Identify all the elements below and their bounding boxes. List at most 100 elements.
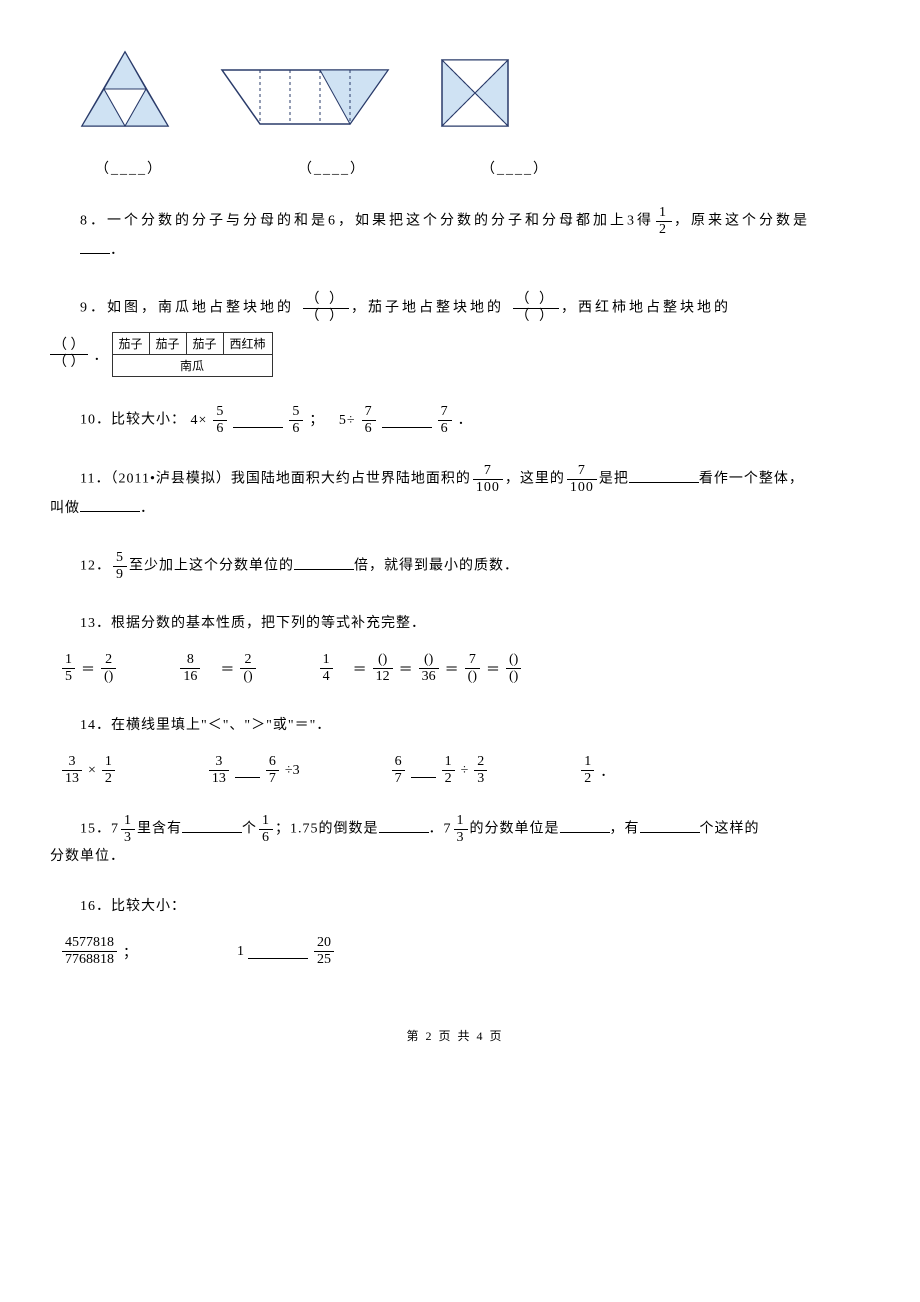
page-container: （____） （____） （____） 8．一个分数的分子与分母的和是6，如果…	[0, 0, 920, 1084]
q13-eq3-b: ()12	[373, 653, 393, 684]
q14-c1-b: 12	[102, 755, 115, 786]
q15-num: 15	[80, 822, 96, 837]
q12-blank[interactable]	[294, 555, 354, 570]
q14-c3-b: 12	[442, 755, 455, 786]
q16-sep1: ；	[123, 942, 137, 962]
q14-c1: 313×12	[60, 755, 117, 786]
trapezoid-svg	[220, 68, 390, 128]
square-svg	[440, 58, 510, 128]
q9-frac-3: （ ）（ ）	[50, 339, 88, 370]
q14-c2-a: 313	[209, 755, 229, 786]
q13-eq3-e: ()()	[506, 653, 521, 684]
q13-eq1-a: 15	[62, 653, 75, 684]
q10-expr1: 4×56 56；	[191, 405, 325, 436]
q14-row: 313×12 313 67÷3 67 12÷23 12．	[60, 755, 860, 786]
q10-f2: 56	[289, 405, 303, 436]
q16-e1: 45778187768818 ；	[60, 936, 137, 967]
q14-c2-op: ÷3	[285, 763, 300, 779]
q15-text-a: ．7	[96, 822, 119, 837]
q15-blank1[interactable]	[182, 818, 242, 833]
q14-c4: 12．	[579, 755, 614, 786]
q15-blank2[interactable]	[379, 818, 429, 833]
q14-c2: 313 67÷3	[207, 755, 300, 786]
eq-sign: ＝	[206, 659, 234, 679]
q13-eq1: 15 ＝ 2()	[60, 653, 118, 684]
q10-blank2[interactable]	[382, 413, 432, 428]
q11-num: 11	[80, 472, 95, 487]
q8-blank[interactable]	[80, 239, 110, 254]
q11-l2a: 叫做	[50, 501, 80, 516]
figure-square	[440, 58, 510, 128]
q9-table-row2: 南瓜	[113, 354, 272, 376]
q13-eq3: 14 ＝ ()12 ＝ ()36 ＝ 7() ＝ ()()	[318, 653, 524, 684]
eq-sign: ＝	[445, 659, 459, 679]
q13-eq1-b: 2()	[101, 653, 116, 684]
q13-eq-row: 15 ＝ 2() 816 ＝ 2() 14 ＝ ()12 ＝ ()36 ＝ 7(…	[60, 653, 860, 684]
q15-text-d: ；1.75的倒数是	[275, 822, 379, 837]
q15-f3: 13	[454, 814, 468, 845]
q14-c3-blank[interactable]	[411, 763, 436, 778]
question-16: 16．比较大小：	[80, 893, 860, 921]
question-12: 12．59至少加上这个分数单位的倍，就得到最小的质数．	[80, 551, 860, 582]
q12-text-c: 倍，就得到最小的质数．	[354, 559, 519, 574]
q10-f1: 56	[213, 405, 227, 436]
q9-cell-3: 茄子	[187, 333, 224, 354]
q8-period: ．	[110, 243, 127, 258]
q16-f1: 45778187768818	[62, 936, 117, 967]
q9-frac-2: （ ）（ ）	[513, 293, 560, 324]
q10-e2a: 5÷	[339, 407, 356, 435]
question-13: 13．根据分数的基本性质，把下列的等式补充完整．	[80, 610, 860, 638]
caption-2: （____）	[298, 158, 366, 178]
figure-triangle	[80, 50, 170, 128]
q11-blank1[interactable]	[629, 468, 699, 483]
caption-3: （____）	[481, 158, 549, 178]
figure-captions: （____） （____） （____）	[80, 158, 860, 178]
q9-table-row1: 茄子 茄子 茄子 西红柿	[113, 333, 272, 354]
figure-trapezoid	[220, 68, 390, 128]
q11-text-d: 看作一个整体，	[699, 472, 804, 487]
q10-blank1[interactable]	[233, 413, 283, 428]
q11-f2: 7100	[567, 464, 597, 495]
q15-blank4[interactable]	[640, 818, 700, 833]
q10-num: 10	[80, 413, 96, 428]
eq-sign: ＝	[399, 659, 413, 679]
q16-blank[interactable]	[248, 944, 308, 959]
q13-eq3-d: 7()	[465, 653, 480, 684]
q11-text-a: ．（2011•泸县模拟）我国陆地面积大约占世界陆地面积的	[95, 472, 470, 487]
q9-cell-1: 茄子	[113, 333, 150, 354]
q15-blank3[interactable]	[560, 818, 610, 833]
q10-label: ．比较大小：	[96, 413, 186, 428]
q16-e2: 1 2025	[237, 936, 336, 967]
q9-cell-2: 茄子	[150, 333, 187, 354]
q15-text-f: 的分数单位是	[470, 822, 560, 837]
q14-c2-blank[interactable]	[235, 763, 260, 778]
q10-sep2: ．	[458, 407, 473, 435]
q15-text-e: ．7	[429, 822, 452, 837]
q10-f3: 76	[362, 405, 376, 436]
question-8: 8．一个分数的分子与分母的和是6，如果把这个分数的分子和分母都加上3得12，原来…	[80, 206, 860, 265]
q12-text-b: 至少加上这个分数单位的	[129, 559, 294, 574]
q8-num: 8	[80, 214, 90, 229]
question-10: 10．比较大小： 4×56 56； 5÷76 76．	[80, 405, 860, 436]
q13-eq2-a: 816	[180, 653, 200, 684]
q15-text-h: 个这样的	[700, 822, 760, 837]
eq-sign: ＝	[486, 659, 500, 679]
q15-text-c: 个	[242, 822, 257, 837]
q16-text: ．比较大小：	[96, 899, 186, 914]
q10-f4: 76	[438, 405, 452, 436]
q15-text-g: ，有	[610, 822, 640, 837]
q11-blank2[interactable]	[80, 497, 140, 512]
question-9: 9．如图，南瓜地占整块地的 （ ）（ ），茄子地占整块地的 （ ）（ ），西红柿…	[80, 293, 860, 324]
triangle-svg	[80, 50, 170, 128]
q16-row: 45778187768818 ； 1 2025	[60, 936, 860, 967]
q9-text-b: ，茄子地占整块地的	[351, 301, 504, 316]
question-11: 11．（2011•泸县模拟）我国陆地面积大约占世界陆地面积的7100，这里的71…	[80, 464, 860, 495]
q13-text: ．根据分数的基本性质，把下列的等式补充完整．	[96, 616, 426, 631]
q10-e1a: 4×	[191, 407, 208, 435]
q9-text-a: ．如图，南瓜地占整块地的	[90, 301, 294, 316]
q8-text-a: ．一个分数的分子与分母的和是6，如果把这个分数的分子和分母都加上3得	[90, 214, 654, 229]
q14-c3-op: ÷	[461, 763, 469, 779]
q10-expr2: 5÷76 76．	[339, 405, 473, 436]
q16-f2: 2025	[314, 936, 334, 967]
q14-num: 14	[80, 718, 96, 733]
